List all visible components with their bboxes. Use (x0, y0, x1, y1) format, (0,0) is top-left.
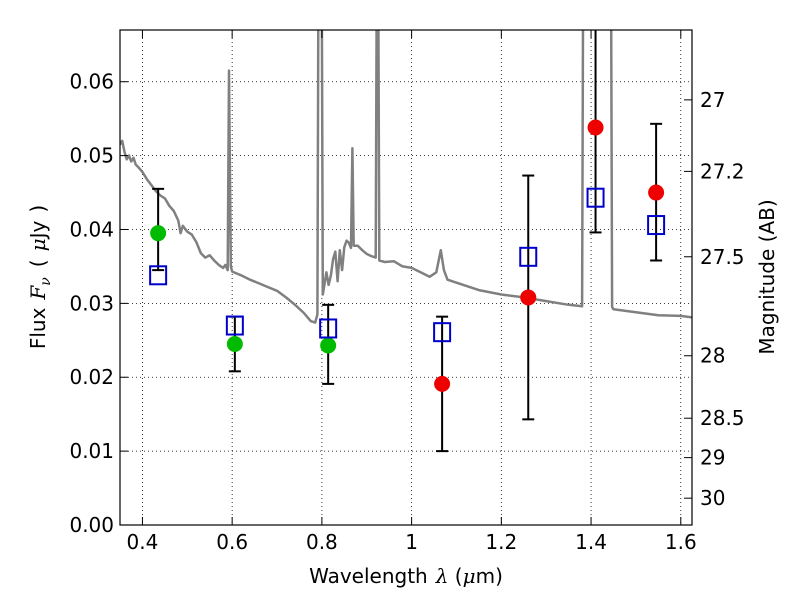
x-tick-label: 1.2 (485, 530, 517, 554)
x-tick-label: 0.6 (216, 530, 248, 554)
model-photometry-square (225, 315, 244, 336)
y-axis-label-unit: Jy (26, 220, 50, 240)
plot-frame (119, 29, 693, 526)
y-tick-label: 0.04 (69, 217, 114, 241)
x-axis-label-unit: m) (476, 564, 503, 588)
red-data-point (520, 289, 537, 306)
y-axis-label-close: ) (26, 205, 50, 213)
y-tick-label: 0.01 (69, 439, 114, 463)
x-tick-label: 0.4 (127, 530, 159, 554)
model-photometry-square (149, 265, 168, 286)
y-axis-label-prefix: Flux (26, 307, 50, 349)
green-data-point (226, 335, 243, 352)
model-photometry-square (647, 215, 666, 236)
y2-tick-label: 27.2 (700, 159, 745, 183)
y2-tick-label: 29 (700, 446, 725, 470)
plot-background (120, 30, 692, 525)
y2-tick-label: 30 (700, 486, 725, 510)
y2-axis-label: Magnitude (AB) (755, 199, 779, 354)
x-tick-label: 1 (405, 530, 418, 554)
y-axis-label-open: ( (26, 259, 50, 267)
red-data-point (434, 375, 451, 392)
x-tick-label: 1.4 (575, 530, 607, 554)
y2-tick-label: 28 (700, 344, 725, 368)
y-tick-label: 0.03 (69, 291, 114, 315)
x-axis-label: Wavelength λ (μm) (309, 564, 503, 588)
red-data-point (648, 184, 665, 201)
x-tick-label: 1.6 (665, 530, 697, 554)
y-tick-label: 0.06 (69, 70, 114, 94)
green-data-point (320, 337, 337, 354)
tick-layer: 0.4 0.6 0.8 1 1.2 1.4 1.6 0.00 0.01 0.02 0.03 0.04 0… (69, 30, 745, 554)
green-data-point (150, 225, 167, 242)
y-axis-label-subscript: ν (38, 277, 54, 286)
y-axis-label-symbol: F (26, 285, 50, 301)
model-photometry-square (519, 246, 538, 267)
x-axis-label-prefix: Wavelength (309, 564, 428, 588)
y2-tick-label: 28.5 (700, 406, 745, 430)
y-tick-label: 0.05 (69, 144, 114, 168)
model-photometry-square (319, 318, 338, 339)
x-axis-label-symbol: λ (435, 564, 449, 588)
marker-layer (149, 119, 666, 392)
x-tick-label: 0.8 (306, 530, 338, 554)
x-axis-label-mu: μ (463, 564, 476, 588)
red-data-point (587, 119, 604, 136)
y2-tick-label: 27 (700, 88, 725, 112)
model-spectrum-layer (120, 30, 692, 324)
model-photometry-square (433, 322, 452, 343)
y-tick-label: 0.02 (69, 365, 114, 389)
y-axis-label-mu: μ (26, 238, 50, 251)
model-photometry-square (586, 187, 605, 208)
model-spectrum-line (120, 30, 692, 324)
y2-tick-label: 27.5 (700, 245, 745, 269)
y-axis-label: Flux Fν ( μJy) (26, 205, 54, 349)
y-tick-label: 0.00 (69, 513, 114, 537)
x-axis-label-open: ( (448, 564, 462, 588)
